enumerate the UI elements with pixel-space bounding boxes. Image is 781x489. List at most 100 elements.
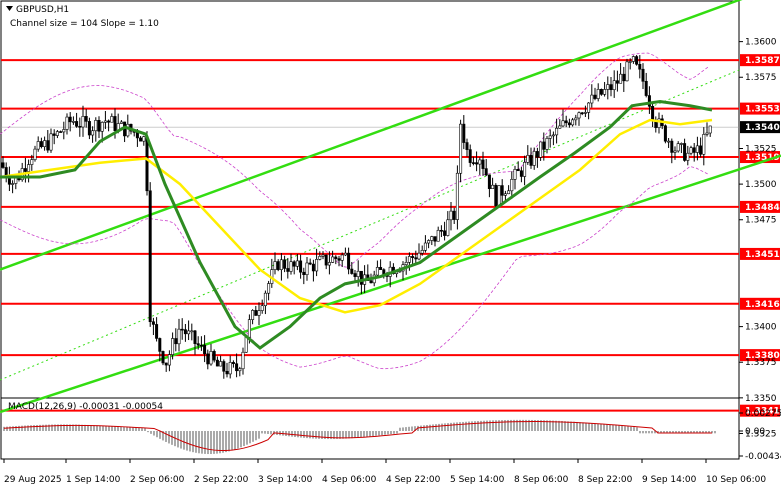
macd-bar xyxy=(9,426,11,431)
macd-bar xyxy=(72,424,74,431)
collapse-arrow-icon[interactable] xyxy=(6,6,13,11)
macd-bar xyxy=(501,420,503,431)
macd-bar xyxy=(66,424,68,431)
level-label: 1.3553 xyxy=(745,105,780,115)
macd-bar xyxy=(441,423,443,431)
candle-body xyxy=(244,336,248,353)
candle-body xyxy=(478,159,482,165)
candle-body xyxy=(699,145,703,155)
candle-body xyxy=(561,120,565,127)
candle-body xyxy=(545,138,549,150)
y-tick-label: 1.3525 xyxy=(745,144,777,154)
candle-body xyxy=(446,219,450,236)
candle-body xyxy=(135,132,139,139)
macd-bar xyxy=(129,427,131,431)
candle-body xyxy=(439,229,443,232)
candle-body xyxy=(596,89,600,99)
candle-body xyxy=(452,210,456,220)
ma-slow-line xyxy=(0,99,713,350)
macd-bar xyxy=(192,431,194,453)
x-tick-label: 3 Sep 14:00 xyxy=(258,475,313,485)
macd-panel: 0.00275 0.00 -0.00434 xyxy=(3,409,781,462)
candle-body xyxy=(353,273,357,277)
macd-bar xyxy=(207,431,209,455)
candle-body xyxy=(449,210,453,221)
candle-body xyxy=(663,125,667,142)
candle-body xyxy=(606,84,610,90)
candle-body xyxy=(529,155,533,166)
candle-body xyxy=(46,140,50,151)
candle-body xyxy=(356,270,360,277)
candle-body xyxy=(142,136,146,142)
macd-bar xyxy=(516,419,518,431)
x-tick-label: 4 Sep 06:00 xyxy=(322,475,377,485)
macd-bar xyxy=(624,426,626,431)
candle-body xyxy=(548,135,552,139)
bollinger-lower xyxy=(0,165,709,370)
channel-midline xyxy=(0,69,740,381)
candle-body xyxy=(574,117,578,121)
macd-bar xyxy=(183,431,185,450)
macd-bar xyxy=(669,431,671,434)
macd-bar xyxy=(714,431,716,434)
candle-body xyxy=(651,106,655,121)
macd-bar xyxy=(495,420,497,431)
macd-bar xyxy=(111,426,113,431)
macd-bar xyxy=(348,431,350,439)
macd-bar xyxy=(570,421,572,431)
candle-body xyxy=(644,80,648,96)
x-tick-label: 4 Sep 22:00 xyxy=(386,475,441,485)
candle-body xyxy=(503,193,507,196)
candle-body xyxy=(343,252,347,256)
macd-bar xyxy=(390,431,392,435)
macd-bar xyxy=(93,425,95,431)
candle-body xyxy=(657,118,661,128)
candle-body xyxy=(247,319,251,338)
macd-bar xyxy=(267,431,269,434)
candle-body xyxy=(622,73,626,82)
macd-bar xyxy=(198,431,200,454)
macd-bar xyxy=(678,431,680,434)
level-tag xyxy=(740,297,780,310)
candle-body xyxy=(494,184,498,207)
candle-body xyxy=(481,159,485,169)
macd-bar xyxy=(294,431,296,437)
macd-bar xyxy=(465,421,467,431)
macd-bar xyxy=(102,425,104,431)
candle-body xyxy=(180,328,184,331)
macd-bar xyxy=(405,427,407,431)
macd-bar xyxy=(552,420,554,431)
candle-body xyxy=(324,254,328,266)
y-tick-label: 1.3475 xyxy=(745,216,777,226)
macd-bar xyxy=(711,431,713,434)
macd-bar xyxy=(420,425,422,431)
macd-bar xyxy=(246,431,248,445)
macd-bar xyxy=(141,428,143,431)
macd-bar xyxy=(180,431,182,449)
candle-body xyxy=(260,305,264,311)
macd-bar xyxy=(90,425,92,431)
indicator-text: Channel size = 104 Slope = 1.10 xyxy=(10,19,159,29)
macd-bar xyxy=(54,424,56,431)
macd-bar xyxy=(567,421,569,431)
macd-bar xyxy=(99,425,101,431)
macd-bar xyxy=(330,431,332,440)
macd-bar xyxy=(594,423,596,431)
macd-bar xyxy=(255,431,257,441)
macd-bar xyxy=(15,426,17,431)
candle-body xyxy=(119,121,123,124)
candle-body xyxy=(327,262,331,266)
candles xyxy=(1,55,712,379)
candle-body xyxy=(305,262,309,275)
candle-body xyxy=(539,141,543,158)
level-tag xyxy=(740,247,780,260)
candle-body xyxy=(103,120,107,123)
macd-bar xyxy=(18,425,20,431)
macd-bar xyxy=(345,431,347,439)
macd-bar xyxy=(612,425,614,431)
macd-bar xyxy=(525,419,527,431)
candle-body xyxy=(337,258,341,261)
macd-bar xyxy=(153,431,155,436)
y-tick-label: 1.3375 xyxy=(745,358,777,368)
